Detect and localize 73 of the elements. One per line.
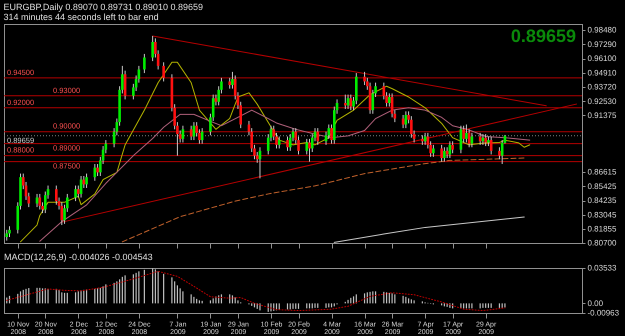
candlestick [182,125,184,143]
candlestick [443,146,446,162]
y-tick-label: 0.81855 [588,224,617,234]
candlestick [228,77,231,90]
candlestick [484,134,487,147]
candlestick [8,226,11,238]
candlestick [60,202,64,226]
candlestick [151,35,154,62]
candlestick [124,70,126,100]
candlestick [470,132,474,148]
candlestick [346,94,350,110]
candlestick [460,125,462,154]
y-tick-label: 0.92530 [588,96,617,106]
candlestick [286,136,289,152]
y-tick-label: 0.94910 [588,68,617,78]
candlestick [478,132,482,146]
candlestick [390,92,394,118]
candlestick [36,193,38,208]
candlestick [316,128,320,146]
candlestick [451,140,454,154]
candlestick [308,138,311,162]
candlestick [350,94,352,111]
candlestick [490,136,492,155]
y-tick-label: 0.96100 [588,54,617,64]
candlestick [162,62,165,82]
candlestick [5,229,8,242]
chart-subtitle: 314 minutes 44 seconds left to bar end [4,12,159,22]
candlestick [54,185,58,206]
y-tick-label: 0.86615 [588,168,617,177]
y-tick-label: 0.91375 [588,110,617,120]
y-tick-label: 0.85425 [588,182,617,191]
candlestick [258,146,262,179]
candlestick [80,175,82,198]
candlestick [468,128,470,148]
candlestick [330,124,333,144]
candlestick [482,134,484,146]
candlestick [402,114,404,129]
candlestick [432,144,435,158]
candlestick [143,53,146,74]
y-tick-label: 0.84235 [588,196,617,206]
candlestick [192,122,196,141]
y-tick-label: 0.83045 [588,210,617,220]
chart-title: MACD(12,26,9) -0.004026 -0.004543 [4,252,153,262]
candlestick [440,144,443,162]
candlestick [94,164,96,182]
y-tick-label: 0.03533 [588,264,617,272]
candlestick [368,82,372,114]
annotation: 0.89659 [510,26,576,46]
candlestick [410,116,413,138]
candlestick [363,71,366,86]
y-tick-label: -0.00963 [588,308,620,318]
y-tick-label: 0.93720 [588,82,617,92]
line-series [6,270,506,312]
candlestick [190,125,192,141]
candlestick [404,110,408,129]
candlestick [421,134,424,146]
y-tick-label: 0.00 [588,298,604,308]
candlestick [82,175,86,188]
candlestick [278,136,281,149]
candlestick [424,132,426,146]
y-tick-label: 0.98480 [588,26,617,35]
y-tick-label: 0.80700 [588,238,617,248]
candlestick [446,146,448,159]
candlestick [74,185,77,202]
line-series [122,158,525,242]
candlestick [344,94,347,110]
candlestick [200,128,204,144]
candlestick [448,140,452,159]
candlestick [85,173,88,188]
chart-title: EURGBP,Daily 0.89070 0.89731 0.89010 0.89659 [4,2,203,12]
line-series [334,216,525,243]
y-tick-label: 0.97290 [588,40,617,49]
candlestick [38,193,42,210]
